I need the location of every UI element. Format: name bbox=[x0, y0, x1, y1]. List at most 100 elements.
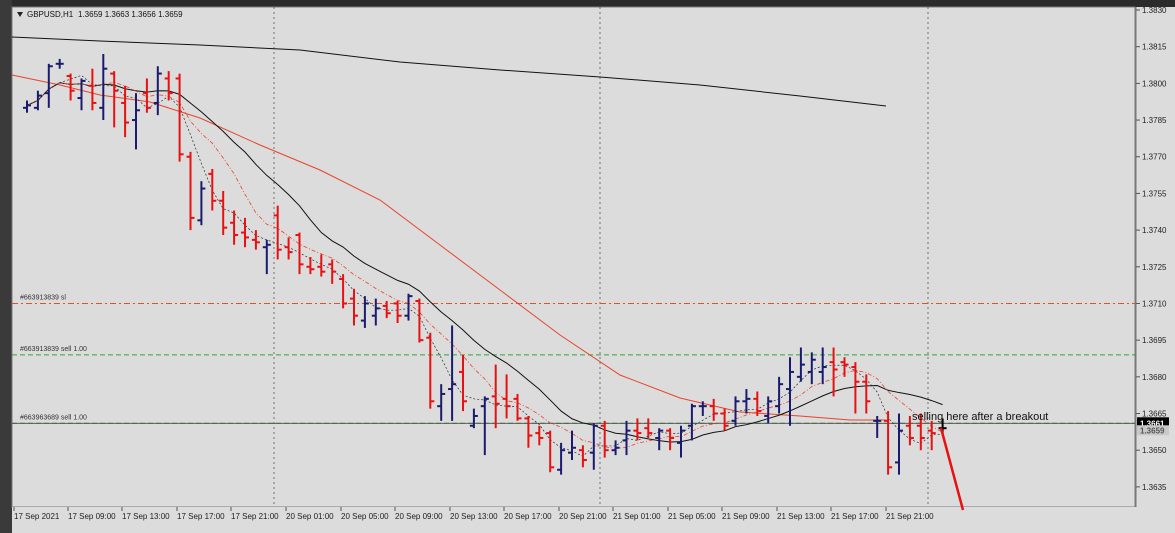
time-tick-label: 21 Sep 13:00 bbox=[777, 512, 825, 521]
time-tick-label: 20 Sep 05:00 bbox=[341, 512, 389, 521]
ohlc-bar bbox=[589, 423, 598, 470]
ohlc-bar bbox=[164, 71, 173, 101]
ohlc-bar bbox=[851, 362, 860, 414]
ohlc-bar bbox=[230, 210, 239, 245]
price-tick-label: 1.3710 bbox=[1142, 299, 1167, 308]
ohlc-bar bbox=[393, 301, 402, 324]
bid-price-tag: 1.3659 bbox=[1137, 425, 1169, 436]
ohlc-bar bbox=[415, 298, 424, 343]
ohlc-bar bbox=[219, 190, 228, 235]
ohlc-bar bbox=[306, 257, 315, 275]
time-tick-label: 20 Sep 01:00 bbox=[286, 512, 334, 521]
dropdown-triangle-icon[interactable] bbox=[17, 12, 23, 17]
ohlc-bar bbox=[186, 151, 195, 231]
ohlc-bar bbox=[121, 85, 130, 138]
ohlc-bar bbox=[404, 293, 413, 321]
bid-price-label: 1.3659 bbox=[1140, 426, 1165, 435]
ohlc-bar bbox=[884, 411, 893, 475]
ohlc-bar bbox=[535, 425, 544, 446]
ohlc-bar bbox=[524, 415, 533, 448]
ohlc-bar bbox=[241, 217, 249, 248]
ohlc-bar bbox=[796, 347, 805, 382]
ohlc-bar bbox=[753, 391, 762, 416]
left-panel-edge bbox=[0, 0, 12, 533]
ohlc-bar bbox=[786, 357, 794, 426]
time-tick-label: 21 Sep 09:00 bbox=[722, 512, 770, 521]
ohlc-bars bbox=[23, 54, 947, 475]
price-axis: 1.3830 1.3815 1.3800 1.3785 1.3770 1.3755 1.37… bbox=[1135, 6, 1167, 507]
ohlc-bar bbox=[262, 239, 271, 275]
time-tick-label: 21 Sep 01:00 bbox=[613, 512, 661, 521]
ohlc-bar bbox=[491, 364, 500, 429]
price-tick-label: 1.3815 bbox=[1142, 43, 1167, 52]
current-price-tag: 1.3661 bbox=[1137, 417, 1169, 429]
ohlc-bar bbox=[687, 403, 696, 441]
ohlc-bar bbox=[197, 181, 206, 226]
ohlc-bar bbox=[23, 100, 31, 113]
ohlc-bar bbox=[873, 415, 882, 438]
ohlc-bar bbox=[546, 430, 555, 473]
price-tick-label: 1.3800 bbox=[1142, 79, 1167, 88]
time-tick-label: 20 Sep 21:00 bbox=[559, 512, 607, 521]
ohlc-bar bbox=[611, 440, 620, 456]
ohlc-bar bbox=[132, 93, 140, 150]
ohlc-bar bbox=[88, 68, 97, 111]
ma-long-line bbox=[11, 36, 887, 107]
ohlc-bar bbox=[426, 332, 435, 409]
ohlc-bar bbox=[764, 396, 773, 424]
ohlc-bar bbox=[350, 288, 358, 326]
time-axis: 17 Sep 2021 17 Sep 09:00 17 Sep 13:00 17 Se… bbox=[13, 507, 934, 521]
ohlc-bar bbox=[295, 232, 304, 275]
ohlc-bar bbox=[568, 430, 576, 460]
ohlc-bar bbox=[709, 398, 718, 421]
ohlc-bar bbox=[644, 418, 653, 438]
price-tick-label: 1.3740 bbox=[1142, 226, 1167, 235]
price-tick-label: 1.3770 bbox=[1142, 153, 1167, 162]
time-tick-label: 21 Sep 17:00 bbox=[831, 512, 879, 521]
ohlc-bar bbox=[448, 325, 457, 421]
annotation-text: selling here after a breakout bbox=[912, 411, 1048, 423]
ohlc-bar bbox=[557, 442, 566, 475]
ohlc-bar bbox=[840, 357, 849, 377]
ohlc-bar bbox=[142, 78, 151, 113]
ohlc-bar bbox=[578, 445, 587, 468]
ohlc-bar bbox=[469, 408, 478, 429]
ohlc-bar bbox=[600, 420, 609, 458]
time-tick-label: 17 Sep 21:00 bbox=[231, 512, 279, 521]
price-tick-label: 1.3755 bbox=[1142, 189, 1167, 198]
ohlc-bar bbox=[110, 71, 119, 128]
time-tick-label: 21 Sep 05:00 bbox=[668, 512, 716, 521]
ohlc-bar bbox=[175, 73, 184, 162]
price-tick-label: 1.3785 bbox=[1142, 116, 1167, 125]
order-label: #663913839 sl bbox=[20, 294, 66, 301]
ohlc-bar bbox=[382, 301, 391, 319]
ohlc-bar bbox=[360, 296, 369, 328]
symbol-title: GBPUSD,H1 bbox=[27, 10, 74, 19]
ohlc-bar bbox=[273, 205, 282, 260]
ohlc-bar bbox=[622, 420, 631, 456]
ma-red-fast-line bbox=[26, 82, 943, 449]
ohlc-bar bbox=[317, 254, 326, 277]
ohlc-bar bbox=[437, 384, 446, 421]
ohlc-bar bbox=[251, 230, 260, 250]
ohlc-readout: 1.3659 1.3663 1.3656 1.3659 bbox=[78, 10, 183, 19]
ohlc-bar bbox=[731, 396, 740, 426]
ohlc-bar bbox=[328, 259, 337, 284]
ohlc-bar bbox=[807, 352, 816, 385]
time-tick-label: 20 Sep 13:00 bbox=[450, 512, 498, 521]
ohlc-bar bbox=[655, 428, 664, 451]
ohlc-bar bbox=[775, 376, 784, 414]
ohlc-bar bbox=[33, 90, 42, 111]
current-price-label: 1.3661 bbox=[1140, 419, 1165, 428]
ohlc-bar bbox=[77, 78, 86, 111]
price-tick-label: 1.3650 bbox=[1142, 446, 1167, 455]
price-tick-label: 1.3680 bbox=[1142, 373, 1167, 382]
ohlc-bar bbox=[44, 63, 53, 108]
ohlc-bar bbox=[66, 73, 75, 101]
price-tick-label: 1.3665 bbox=[1142, 410, 1167, 419]
order-label: #663913839 sell 1.00 bbox=[20, 346, 87, 353]
ohlc-bar bbox=[284, 237, 293, 260]
ohlc-bar bbox=[720, 408, 729, 431]
